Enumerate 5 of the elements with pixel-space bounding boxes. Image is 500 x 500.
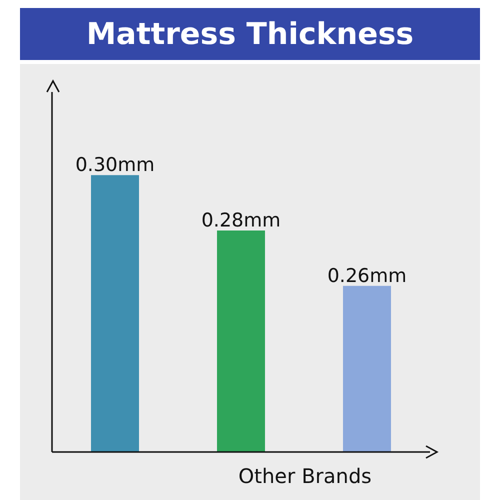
- data-label: 0.30mm: [75, 154, 155, 176]
- x-axis-title: Other Brands: [237, 464, 373, 488]
- chart-title: Mattress Thickness: [20, 8, 480, 60]
- data-label: 0.26mm: [327, 264, 407, 287]
- data-label: 0.28mm: [201, 209, 281, 232]
